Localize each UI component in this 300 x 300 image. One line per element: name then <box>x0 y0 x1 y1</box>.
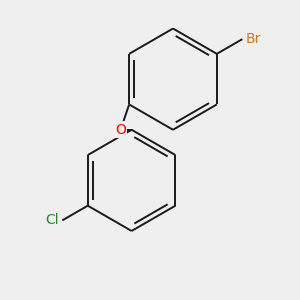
Text: Br: Br <box>246 32 261 46</box>
Text: Cl: Cl <box>45 213 58 227</box>
Text: O: O <box>115 123 126 137</box>
